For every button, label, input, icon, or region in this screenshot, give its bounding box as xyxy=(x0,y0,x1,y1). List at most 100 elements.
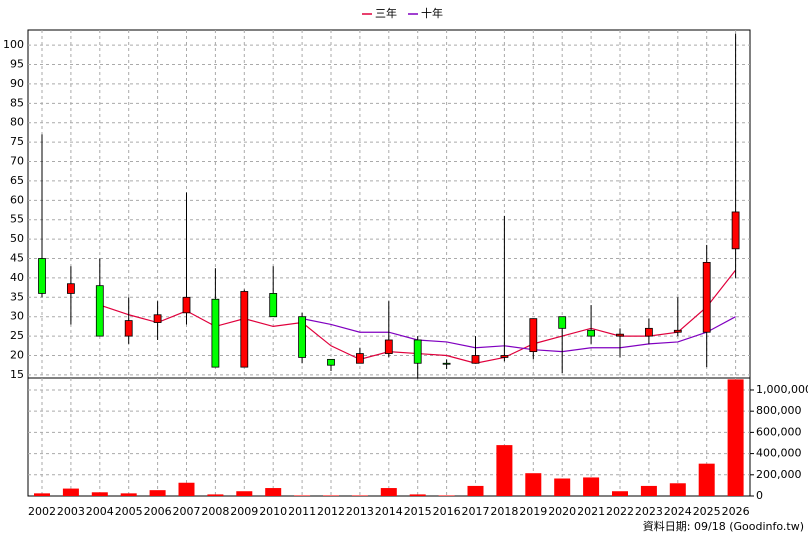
volume-bar xyxy=(583,477,600,496)
volume-bar xyxy=(91,492,108,496)
x-tick-label: 2021 xyxy=(577,505,605,518)
candle-body xyxy=(413,339,422,364)
candle-body xyxy=(38,258,46,294)
volume-bar xyxy=(323,495,339,496)
volume-bar xyxy=(727,379,744,496)
ma-line xyxy=(301,316,736,353)
x-tick-label: 2016 xyxy=(433,505,461,518)
candle-body xyxy=(673,329,682,333)
volume-bar xyxy=(438,495,455,496)
candle-body xyxy=(269,293,278,318)
candle-body xyxy=(702,261,711,333)
y2-tick-label: 0 xyxy=(756,489,763,502)
y-tick-label: 45 xyxy=(10,252,24,265)
volume-bar xyxy=(34,493,50,496)
x-tick-label: 2002 xyxy=(28,505,56,518)
x-tick-label: 2013 xyxy=(346,505,374,518)
volume-bar xyxy=(525,473,542,496)
x-tick-label: 2015 xyxy=(404,505,432,518)
y-tick-label: 15 xyxy=(10,368,24,381)
candle-body xyxy=(95,285,104,337)
y-tick-label: 30 xyxy=(10,310,24,323)
volume-bar xyxy=(207,494,224,496)
candle-body xyxy=(182,296,191,314)
footer-note: 資料日期: 09/18 (Goodinfo.tw) xyxy=(643,519,804,533)
volume-bar xyxy=(612,491,628,496)
candle-body xyxy=(471,355,480,364)
x-tick-label: 2025 xyxy=(693,505,721,518)
volume-bar xyxy=(265,488,282,496)
x-tick-label: 2003 xyxy=(57,505,85,518)
y-tick-label: 40 xyxy=(10,271,24,284)
x-tick-label: 2007 xyxy=(173,505,201,518)
volume-bar xyxy=(294,495,311,496)
candle-body xyxy=(645,327,653,337)
x-tick-label: 2017 xyxy=(462,505,490,518)
y-tick-label: 65 xyxy=(10,174,24,187)
legend-label: 十年 xyxy=(421,6,443,20)
candle-body xyxy=(153,314,162,323)
x-tick-label: 2005 xyxy=(115,505,143,518)
volume-bar xyxy=(120,493,137,496)
candle-body xyxy=(587,329,595,337)
volume-bar xyxy=(178,482,195,496)
candle-body xyxy=(529,318,538,353)
volume-bar xyxy=(496,445,513,496)
x-tick-label: 2014 xyxy=(375,505,403,518)
y-tick-label: 50 xyxy=(10,232,24,245)
volume-bar xyxy=(236,491,253,496)
y-tick-label: 75 xyxy=(10,135,24,148)
x-tick-label: 2023 xyxy=(635,505,663,518)
volume-bar xyxy=(62,488,79,496)
y-tick-label: 80 xyxy=(10,116,24,129)
candle-body xyxy=(298,316,307,358)
plot-frame xyxy=(27,29,751,497)
volume-bar xyxy=(640,485,657,496)
x-tick-label: 2008 xyxy=(201,505,229,518)
volume-bar xyxy=(149,490,166,496)
legend-label: 三年 xyxy=(375,6,397,20)
y-tick-label: 35 xyxy=(10,290,24,303)
candle-body xyxy=(731,211,740,250)
volume-bar xyxy=(698,463,715,496)
y-tick-label: 25 xyxy=(10,329,24,342)
y-tick-label: 20 xyxy=(10,348,24,361)
x-tick-label: 2026 xyxy=(722,505,750,518)
candle-body xyxy=(211,298,220,368)
x-tick-label: 2006 xyxy=(144,505,172,518)
candle-body xyxy=(558,316,567,329)
volume-bar xyxy=(554,478,571,496)
volume-bar xyxy=(380,488,397,496)
y2-tick-label: 400,000 xyxy=(756,447,802,460)
candle-body xyxy=(327,358,335,366)
y-tick-label: 70 xyxy=(10,155,24,168)
y-tick-label: 95 xyxy=(10,58,24,71)
x-tick-label: 2018 xyxy=(490,505,518,518)
y-tick-label: 55 xyxy=(10,213,24,226)
x-tick-label: 2009 xyxy=(230,505,258,518)
y-tick-label: 60 xyxy=(10,193,24,206)
candle-body xyxy=(442,362,451,365)
volume-bar xyxy=(467,485,484,496)
y2-tick-label: 200,000 xyxy=(756,468,802,481)
y-tick-label: 90 xyxy=(10,77,24,90)
y2-tick-label: 1,000,000 xyxy=(756,383,808,396)
candle-body xyxy=(355,353,364,364)
volume-bar xyxy=(351,495,368,496)
y2-tick-label: 800,000 xyxy=(756,404,802,417)
x-tick-label: 2011 xyxy=(288,505,316,518)
candle-body xyxy=(124,320,133,337)
x-tick-label: 2022 xyxy=(606,505,634,518)
x-tick-label: 2004 xyxy=(86,505,114,518)
candle-body xyxy=(67,283,75,294)
y-tick-label: 85 xyxy=(10,96,24,109)
x-tick-label: 2024 xyxy=(664,505,692,518)
x-tick-label: 2020 xyxy=(548,505,576,518)
y-tick-label: 100 xyxy=(3,38,24,51)
volume-bar xyxy=(409,494,426,496)
x-tick-label: 2019 xyxy=(519,505,547,518)
candle-body xyxy=(616,333,624,337)
volume-bar xyxy=(669,483,686,496)
